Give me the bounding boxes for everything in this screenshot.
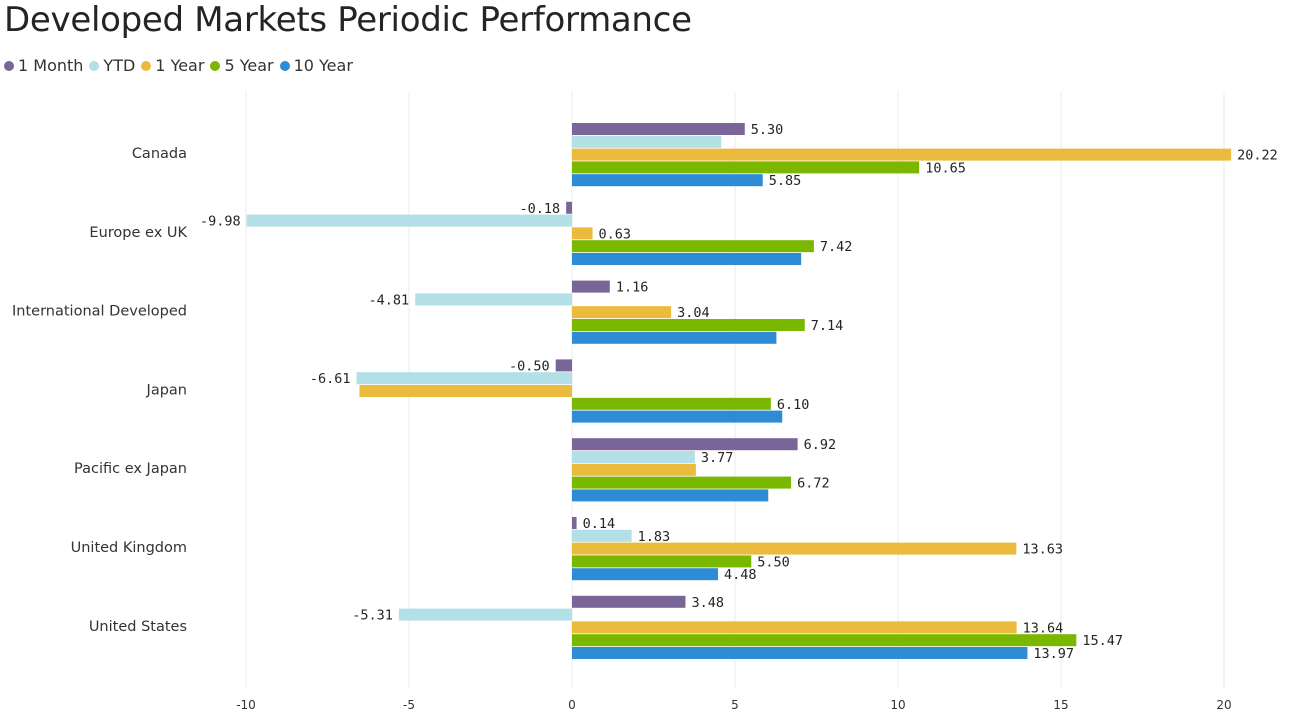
bar-international-developed-10-year[interactable]: [572, 331, 777, 344]
data-label-japan-5-year: 6.10: [777, 397, 810, 413]
legend-marker: [89, 60, 100, 71]
bar-international-developed-ytd[interactable]: [415, 293, 572, 306]
legend-label: 5 Year: [224, 56, 274, 75]
bar-united-kingdom-1-month[interactable]: [572, 517, 577, 529]
data-label-united-kingdom-10-year: 4.48: [724, 567, 757, 583]
data-label-international-developed-ytd: -4.81: [369, 292, 410, 308]
bar-pacific-ex-japan-10-year[interactable]: [572, 489, 769, 502]
bar-europe-ex-uk-1-month[interactable]: [566, 201, 572, 214]
bar-japan-10-year[interactable]: [572, 410, 783, 423]
data-label-europe-ex-uk-5-year: 7.42: [820, 239, 853, 255]
chart-title: Developed Markets Periodic Performance: [4, 0, 692, 40]
data-label-europe-ex-uk-1-month: -0.18: [519, 201, 560, 217]
legend-marker: [141, 60, 152, 71]
data-label-europe-ex-uk-ytd: -9.98: [200, 214, 241, 230]
bar-pacific-ex-japan-1-month[interactable]: [572, 438, 798, 451]
legend-item-5-year[interactable]: 5 Year: [210, 56, 274, 75]
x-axis-ticks: -10 -5 0 5 10 15 20: [236, 698, 1231, 712]
data-label-pacific-ex-japan-5-year: 6.72: [797, 476, 830, 492]
x-tick-label: -5: [403, 698, 415, 712]
chart-legend: 1 Month YTD 1 Year 5 Year 10 Year: [4, 56, 359, 75]
bar-international-developed-1-year[interactable]: [572, 306, 672, 319]
legend-item-1-year[interactable]: 1 Year: [141, 56, 204, 75]
bar-canada-10-year[interactable]: [572, 174, 763, 187]
bar-pacific-ex-japan-5-year[interactable]: [572, 476, 792, 489]
data-label-united-states-5-year: 15.47: [1082, 633, 1123, 649]
x-tick-label: 0: [568, 698, 576, 712]
bar-canada-1-year[interactable]: [572, 148, 1232, 161]
bar-united-states-10-year[interactable]: [572, 647, 1028, 659]
category-label-united-states: United States: [89, 619, 187, 635]
legend-item-1-month[interactable]: 1 Month: [4, 56, 83, 75]
data-label-united-states-1-year: 13.64: [1023, 620, 1064, 636]
data-label-europe-ex-uk-1-year: 0.63: [599, 226, 632, 242]
legend-label: 10 Year: [293, 56, 353, 75]
bar-europe-ex-uk-1-year[interactable]: [572, 227, 593, 240]
data-label-united-kingdom-1-month: 0.14: [583, 516, 616, 532]
data-label-international-developed-1-month: 1.16: [616, 280, 649, 296]
x-tick-label: 15: [1053, 698, 1068, 712]
x-tick-label: -10: [236, 698, 256, 712]
x-tick-label: 20: [1216, 698, 1231, 712]
data-label-international-developed-1-year: 3.04: [677, 305, 710, 321]
category-label-international-developed: International Developed: [12, 304, 187, 320]
data-label-united-kingdom-ytd: 1.83: [638, 529, 671, 545]
data-label-united-states-10-year: 13.97: [1033, 646, 1074, 662]
category-labels: Canada Europe ex UK International Develope…: [12, 146, 187, 635]
bar-united-kingdom-5-year[interactable]: [572, 555, 752, 568]
bars: [246, 123, 1232, 659]
category-label-europe-ex-uk: Europe ex UK: [89, 225, 187, 241]
bar-pacific-ex-japan-ytd[interactable]: [572, 451, 695, 463]
legend-marker: [210, 60, 221, 71]
data-label-canada-10-year: 5.85: [769, 173, 802, 189]
data-label-pacific-ex-japan-1-month: 6.92: [804, 437, 837, 453]
bar-united-kingdom-ytd[interactable]: [572, 529, 632, 542]
x-tick-label: 5: [731, 698, 739, 712]
bar-canada-ytd[interactable]: [572, 135, 722, 148]
category-label-canada: Canada: [132, 146, 187, 162]
data-label-pacific-ex-japan-ytd: 3.77: [701, 450, 734, 466]
bar-international-developed-5-year[interactable]: [572, 319, 805, 331]
data-label-japan-ytd: -6.61: [310, 371, 351, 387]
bar-united-kingdom-10-year[interactable]: [572, 568, 719, 581]
data-label-united-states-ytd: -5.31: [352, 608, 393, 624]
legend-item-ytd[interactable]: YTD: [89, 56, 135, 75]
bar-europe-ex-uk-ytd[interactable]: [246, 214, 573, 227]
bar-europe-ex-uk-5-year[interactable]: [572, 240, 814, 253]
data-label-united-kingdom-1-year: 13.63: [1022, 542, 1063, 558]
data-label-united-kingdom-5-year: 5.50: [757, 554, 790, 570]
bar-japan-1-month[interactable]: [555, 359, 572, 372]
legend-label: 1 Year: [155, 56, 205, 75]
data-labels: 5.30 20.22 10.65 5.85 -0.18 -9.98 0.63 7.42 1.16…: [200, 122, 1278, 662]
category-label-united-kingdom: United Kingdom: [71, 540, 187, 556]
bar-united-states-5-year[interactable]: [572, 634, 1077, 647]
bar-international-developed-1-month[interactable]: [572, 280, 610, 293]
data-label-canada-5-year: 10.65: [925, 160, 966, 176]
data-label-canada-1-year: 20.22: [1237, 148, 1278, 164]
category-label-japan: Japan: [146, 382, 187, 398]
legend-label: YTD: [103, 56, 136, 75]
bar-united-states-1-month[interactable]: [572, 595, 686, 608]
bar-united-kingdom-1-year[interactable]: [572, 542, 1017, 555]
legend-marker: [279, 60, 290, 71]
legend-item-10-year[interactable]: 10 Year: [279, 56, 353, 75]
bar-japan-1-year[interactable]: [359, 385, 572, 397]
category-label-pacific-ex-japan: Pacific ex Japan: [74, 461, 187, 477]
data-label-japan-1-month: -0.50: [509, 358, 550, 374]
bar-canada-5-year[interactable]: [572, 161, 920, 174]
bar-canada-1-month[interactable]: [572, 123, 745, 135]
legend-label: 1 Month: [18, 56, 84, 75]
bar-united-states-1-year[interactable]: [572, 621, 1017, 634]
bar-pacific-ex-japan-1-year[interactable]: [572, 463, 696, 476]
data-label-canada-1-month: 5.30: [751, 122, 784, 138]
bar-japan-5-year[interactable]: [572, 397, 771, 410]
bar-europe-ex-uk-10-year[interactable]: [572, 253, 802, 265]
bar-united-states-ytd[interactable]: [398, 608, 572, 621]
data-label-international-developed-5-year: 7.14: [811, 318, 844, 334]
legend-marker: [4, 60, 14, 71]
data-label-united-states-1-month: 3.48: [691, 595, 724, 611]
x-tick-label: 10: [890, 698, 905, 712]
bar-japan-ytd[interactable]: [356, 372, 572, 385]
